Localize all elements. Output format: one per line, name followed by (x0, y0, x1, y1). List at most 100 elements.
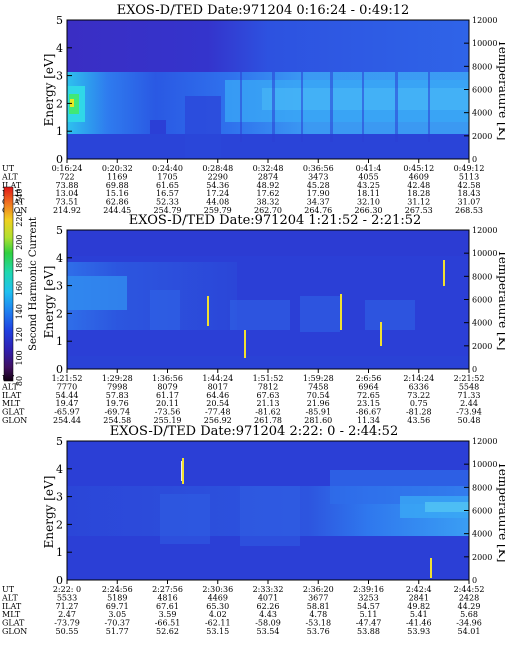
table-cell: 1:59:28 (303, 374, 334, 383)
table-cell: 2:33:32 (253, 585, 284, 594)
table-cell: 0:20:32 (102, 164, 133, 173)
temperature-tick-label: 10000 (472, 39, 497, 48)
table-cell: 67.61 (156, 602, 179, 611)
table-cell: -73.79 (54, 619, 80, 628)
table-cell: 67.63 (257, 391, 280, 400)
table-cell: 17.24 (206, 189, 229, 198)
temperature-tick-label: 0 (472, 576, 477, 585)
colorbar-tick-label: 160 (15, 281, 24, 296)
panel-1-heatmap (67, 20, 469, 159)
temperature-tick-label: 6000 (472, 507, 492, 516)
table-cell: 2874 (258, 172, 278, 181)
colorbar-label: Second Harmonic Current (28, 217, 39, 351)
table-cell: 2:14:24 (403, 374, 434, 383)
table-cell: 2.47 (58, 610, 76, 619)
table-cell: 5.11 (360, 610, 378, 619)
table-cell: 65.30 (206, 602, 229, 611)
table-cell: 1:21:52 (52, 374, 83, 383)
energy-tick-label: 2 (56, 97, 63, 110)
colorbar-gradient (3, 186, 14, 382)
table-cell: 3677 (308, 593, 328, 602)
table-cell: 5.68 (460, 610, 478, 619)
table-cell: 54.36 (206, 181, 229, 190)
energy-tick-label: 1 (56, 546, 63, 559)
table-cell: -58.09 (255, 619, 281, 628)
panel-3-ylabel: Energy [eV] (42, 476, 56, 549)
table-cell: 57.83 (106, 391, 129, 400)
colorbar-tick-label: 120 (15, 327, 24, 342)
panel-3-heatmap (67, 441, 469, 580)
table-cell: -65.97 (54, 408, 80, 417)
table-cell: 11.34 (357, 416, 380, 425)
energy-tick-label: 3 (56, 70, 63, 83)
table-cell: 73.88 (56, 181, 79, 190)
table-cell: 4055 (358, 172, 378, 181)
table-cell: 13.04 (56, 189, 79, 198)
table-cell: 1:29:28 (102, 374, 133, 383)
temperature-tick-label: 8000 (472, 483, 492, 492)
table-cell: 53.15 (206, 627, 229, 636)
energy-tick-label: 3 (56, 491, 63, 504)
temperature-tick-label: 10000 (472, 460, 497, 469)
temperature-tick-label: 8000 (472, 272, 492, 281)
table-cell: 31.12 (407, 198, 430, 207)
temperature-tick-label: 2000 (472, 553, 492, 562)
table-cell: 0:32:48 (253, 164, 284, 173)
table-cell: 1:36:56 (152, 374, 183, 383)
table-cell: -81.28 (406, 408, 432, 417)
table-cell: 4.43 (259, 610, 277, 619)
energy-tick-label: 0 (56, 153, 63, 166)
table-cell: -66.51 (155, 619, 181, 628)
table-cell: 4.78 (309, 610, 327, 619)
table-cell: 1:51:52 (253, 374, 284, 383)
table-cell: 44.08 (206, 198, 229, 207)
table-cell: 4816 (157, 593, 177, 602)
table-cell: 21.13 (257, 399, 280, 408)
table-cell: 62.86 (106, 198, 129, 207)
table-cell: 69.71 (106, 602, 129, 611)
table-row-label: ALT (1, 382, 18, 391)
energy-tick-label: 5 (56, 435, 63, 448)
table-cell: 0:28:48 (202, 164, 233, 173)
table-cell: 6336 (409, 382, 429, 391)
panel-3-y2ticks: 0 2000 4000 6000 8000 10000 12000 (464, 437, 497, 585)
table-cell: 58.81 (307, 602, 330, 611)
table-cell: 214.92 (53, 206, 81, 215)
colorbar-tick-label: 100 (15, 350, 24, 365)
table-row-label: UT (2, 164, 15, 173)
table-cell: 4071 (258, 593, 278, 602)
table-cell: 722 (59, 172, 74, 181)
energy-tick-label: 4 (56, 252, 63, 265)
energy-tick-label: 1 (56, 125, 63, 138)
table-row-label: ILAT (2, 181, 22, 190)
table-cell: 21.96 (307, 399, 330, 408)
table-cell: 3253 (358, 593, 378, 602)
energy-tick-label: 5 (56, 14, 63, 27)
energy-tick-label: 4 (56, 463, 63, 476)
table-cell: 7998 (107, 382, 127, 391)
table-cell: 3.05 (108, 610, 126, 619)
table-cell: 38.32 (257, 198, 280, 207)
table-cell: 42.58 (458, 181, 481, 190)
colorbar-ticks: 240 220 200 180 160 140 120 100 80 (15, 188, 24, 386)
table-cell: 259.79 (204, 206, 232, 215)
energy-tick-label: 0 (56, 363, 63, 376)
table-cell: 53.54 (257, 627, 280, 636)
table-cell: -73.94 (456, 408, 482, 417)
panel-2-table: UTALTILATMLTGLATGLON1:21:52777054.4419.4… (1, 369, 484, 425)
table-cell: 3.59 (159, 610, 177, 619)
table-cell: 5189 (107, 593, 127, 602)
table-cell: 2:21:52 (454, 374, 485, 383)
table-cell: 61.17 (156, 391, 179, 400)
table-cell: 264.76 (304, 206, 332, 215)
table-cell: -77.48 (205, 408, 231, 417)
table-cell: -41.46 (406, 619, 432, 628)
colorbar-tick-label: 140 (15, 304, 24, 319)
table-cell: 2:27:56 (152, 585, 183, 594)
table-cell: 6964 (358, 382, 378, 391)
panel-1-title: EXOS-D/TED Date:971204 0:16:24 - 0:49:12 (117, 3, 410, 18)
temperature-tick-label: 12000 (472, 16, 497, 25)
table-cell: 54.57 (357, 602, 380, 611)
table-cell: 7770 (57, 382, 77, 391)
